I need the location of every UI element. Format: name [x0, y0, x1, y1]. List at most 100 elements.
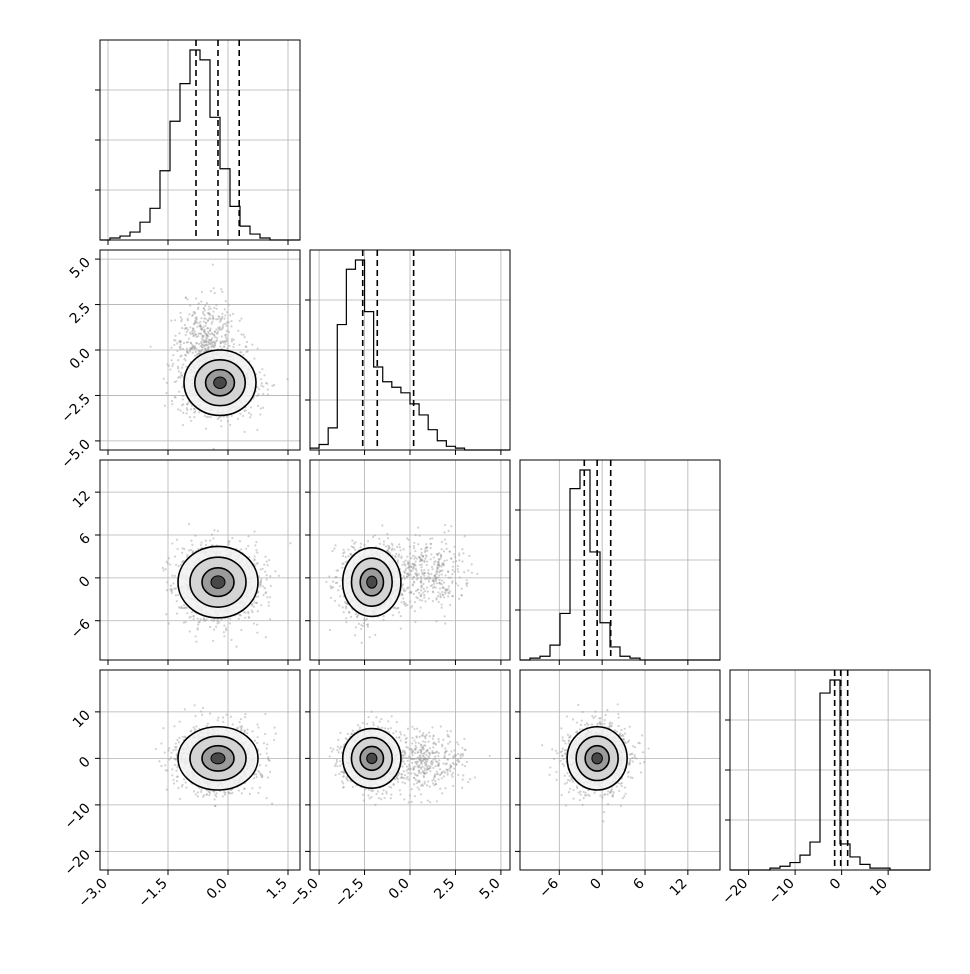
scatter-point	[181, 318, 183, 320]
scatter-point	[404, 565, 406, 567]
scatter-point	[197, 335, 199, 337]
scatter-point	[427, 572, 429, 574]
histogram-bin	[810, 842, 820, 870]
scatter-point	[345, 617, 347, 619]
scatter-point	[167, 562, 169, 564]
scatter-point	[232, 313, 234, 315]
scatter-point	[270, 585, 272, 587]
scatter-point	[201, 335, 203, 337]
scatter-point	[440, 554, 442, 556]
histogram-bin	[437, 441, 446, 450]
scatter-point	[251, 344, 253, 346]
scatter-point	[207, 319, 209, 321]
histogram-panel-0	[95, 40, 300, 245]
scatter-point	[206, 725, 208, 727]
scatter-point	[398, 555, 400, 557]
scatter-point	[206, 302, 208, 304]
scatter-point	[200, 300, 202, 302]
scatter-point	[203, 326, 205, 328]
scatter-point	[453, 553, 455, 555]
histogram-bin	[410, 404, 419, 450]
scatter-point	[180, 341, 182, 343]
scatter-point	[189, 326, 191, 328]
scatter-point	[262, 393, 264, 395]
scatter-point	[383, 540, 385, 542]
scatter-point	[200, 317, 202, 319]
scatter-point	[414, 572, 416, 574]
scatter-point	[250, 406, 252, 408]
scatter-point	[201, 328, 203, 330]
scatter-point	[195, 333, 197, 335]
scatter-point	[235, 646, 237, 648]
scatter-point	[209, 539, 211, 541]
y-tick-label: 0.0	[67, 346, 94, 373]
scatter-point	[366, 618, 368, 620]
scatter-point	[165, 613, 167, 615]
scatter-point	[261, 382, 263, 384]
scatter-point	[185, 297, 187, 299]
scatter-point	[431, 568, 433, 570]
scatter-point	[198, 621, 200, 623]
histogram-bin	[392, 387, 401, 450]
scatter-point	[221, 313, 223, 315]
histogram-bin	[850, 857, 860, 870]
scatter-point	[341, 567, 343, 569]
scatter-point	[420, 559, 422, 561]
scatter-point	[177, 366, 179, 368]
scatter-point	[220, 425, 222, 427]
scatter-point	[223, 635, 225, 637]
scatter-point	[171, 365, 173, 367]
scatter-point	[441, 607, 443, 609]
scatter-point	[407, 574, 409, 576]
scatter-point	[418, 592, 420, 594]
scatter-point	[181, 386, 183, 388]
scatter-point	[253, 601, 255, 603]
scatter-point	[452, 569, 454, 571]
scatter-point	[453, 570, 455, 572]
scatter-point	[192, 314, 194, 316]
scatter-point	[400, 557, 402, 559]
scatter-point	[198, 302, 200, 304]
scatter-point	[425, 543, 427, 545]
scatter-point	[400, 549, 402, 551]
scatter-point	[443, 581, 445, 583]
scatter-point	[215, 304, 217, 306]
scatter-point	[182, 395, 184, 397]
scatter-point	[378, 538, 380, 540]
scatter-point	[175, 594, 177, 596]
histogram-bin	[570, 489, 580, 660]
scatter-point	[237, 330, 239, 332]
scatter-point	[268, 601, 270, 603]
density-contour	[211, 576, 225, 589]
scatter-point	[189, 331, 191, 333]
scatter-point	[401, 593, 403, 595]
scatter-point	[186, 331, 188, 333]
scatter-point	[353, 543, 355, 545]
scatter-point	[170, 320, 172, 322]
scatter-point	[220, 420, 222, 422]
scatter-point	[210, 290, 212, 292]
histogram-bin	[374, 367, 383, 450]
scatter-point	[448, 577, 450, 579]
scatter-point	[417, 588, 419, 590]
scatter-point	[388, 547, 390, 549]
scatter-point	[227, 321, 229, 323]
scatter-point	[257, 405, 259, 407]
scatter-point	[413, 547, 415, 549]
histogram-bin	[446, 446, 455, 450]
scatter-point	[446, 559, 448, 561]
scatter-point	[266, 596, 268, 598]
scatter-point	[166, 382, 168, 384]
scatter-point	[181, 606, 183, 608]
scatter-point	[424, 590, 426, 592]
scatter-point	[185, 412, 187, 414]
y-tick-label: 0	[76, 573, 94, 591]
scatter-point	[186, 407, 188, 409]
scatter-point	[337, 569, 339, 571]
scatter-point	[420, 576, 422, 578]
scatter-point	[363, 544, 365, 546]
scatter-point	[341, 563, 343, 565]
scatter-point	[264, 733, 266, 735]
scatter-point	[441, 564, 443, 566]
